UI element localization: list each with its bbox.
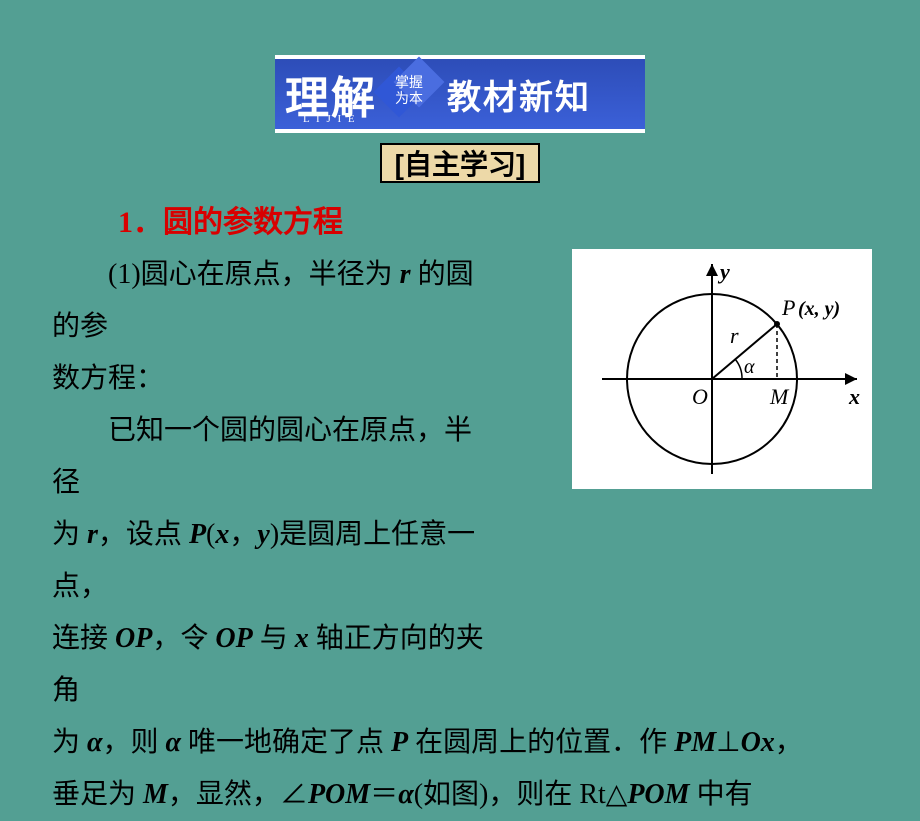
figure-svg: y x O M r α P (x, y): [572, 249, 872, 489]
para-7: 垂足为 M，显然，∠POM＝α(如图)，则在 Rt△POM 中有: [0, 769, 920, 821]
p7d: (如图)，则在 Rt△: [414, 779, 628, 810]
label-m: M: [769, 384, 790, 409]
label-pxy: (x, y): [798, 298, 840, 320]
p4r: r: [87, 519, 98, 550]
p7POM2: POM: [627, 779, 689, 810]
label-x: x: [848, 384, 860, 409]
label-r: r: [730, 323, 739, 348]
p5a: 连接: [52, 623, 115, 654]
p7b: ，显然，∠: [168, 779, 308, 810]
p5OP2: OP: [215, 623, 252, 654]
p4P: P: [189, 519, 206, 550]
p4d: ，: [229, 519, 257, 550]
p7alpha: α: [398, 779, 414, 810]
p6a: 为: [52, 727, 87, 758]
p6P: P: [391, 727, 408, 758]
label-alpha: α: [744, 356, 755, 378]
p6alpha1: α: [87, 727, 103, 758]
p6b: ，则: [103, 727, 166, 758]
p7POM: POM: [308, 779, 370, 810]
p7e: 中有: [690, 779, 753, 810]
p6d: 在圆周上的位置．作: [408, 727, 674, 758]
p5x: x: [295, 623, 309, 654]
point-p: [774, 321, 780, 327]
subtitle-box: [自主学习]: [380, 143, 540, 183]
p4b: ，设点: [98, 519, 189, 550]
p1a: (1)圆心在原点，半径为: [108, 259, 400, 290]
p5OP1: OP: [115, 623, 152, 654]
p7M: M: [143, 779, 168, 810]
p5c: 与: [253, 623, 295, 654]
p6alpha2: α: [166, 727, 182, 758]
p6f: ，: [775, 727, 803, 758]
p4a: 为: [52, 519, 87, 550]
p6Ox: Ox: [741, 727, 775, 758]
p7a: 垂足为: [52, 779, 143, 810]
subtitle-text: [自主学习]: [395, 143, 526, 183]
p6e: ⊥: [716, 727, 740, 758]
p6PM: PM: [674, 727, 716, 758]
diamond-text: 掌握为本: [395, 74, 427, 106]
y-axis-arrow: [706, 264, 718, 276]
p4c: (: [206, 519, 215, 550]
banner-inner: 理解 L I J I E 掌握为本 教材新知: [275, 59, 645, 129]
label-y: y: [717, 259, 730, 284]
circle-figure: y x O M r α P (x, y): [572, 249, 872, 489]
p1: (1)圆心在原点，半径为 r 的圆的参: [52, 249, 490, 353]
p4y: y: [257, 519, 269, 550]
para-4: 为 r，设点 P(x，y)是圆周上任意一点，: [0, 509, 540, 613]
banner: 理解 L I J I E 掌握为本 教材新知: [275, 55, 645, 133]
para-1: (1)圆心在原点，半径为 r 的圆的参: [0, 249, 540, 353]
para-2: 数方程：: [0, 353, 540, 405]
banner-right-text: 教材新知: [447, 70, 591, 119]
p5b: ，令: [152, 623, 215, 654]
para-5: 连接 OP，令 OP 与 x 轴正方向的夹角: [0, 613, 540, 717]
slide-page: 理解 L I J I E 掌握为本 教材新知 [自主学习] 1．圆的参数方程: [0, 55, 920, 745]
body-area: y x O M r α P (x, y) (1)圆心在原点，半径为 r 的圆的参…: [0, 249, 920, 821]
para-3: 已知一个圆的圆心在原点，半径: [0, 405, 540, 509]
angle-arc: [735, 359, 742, 379]
p4x: x: [215, 519, 229, 550]
banner-diamond-group: 掌握为本: [381, 64, 441, 124]
banner-pinyin: L I J I E: [303, 113, 357, 125]
p1r: r: [400, 259, 411, 290]
p7c: ＝: [370, 779, 398, 810]
label-o: O: [692, 384, 708, 409]
para-6: 为 α，则 α 唯一地确定了点 P 在圆周上的位置．作 PM⊥Ox，: [0, 717, 920, 769]
label-p: P: [781, 295, 795, 320]
p6c: 唯一地确定了点: [181, 727, 391, 758]
section-title: 1．圆的参数方程: [118, 197, 920, 241]
